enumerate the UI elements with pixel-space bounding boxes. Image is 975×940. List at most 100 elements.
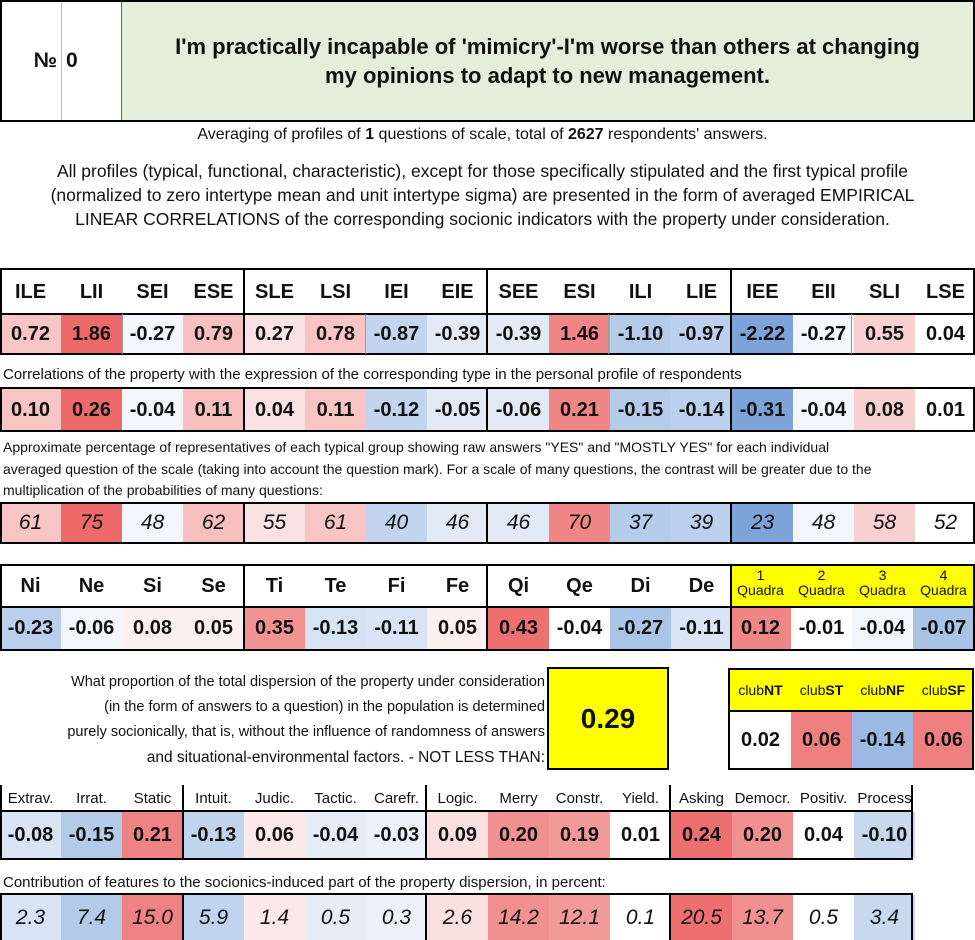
divider	[730, 387, 732, 431]
type-percent-value: 58	[854, 503, 915, 543]
trait-value: -0.08	[0, 812, 61, 859]
type-corr-value: -0.12	[366, 389, 427, 431]
trait-value: 0.06	[244, 812, 305, 859]
divider	[0, 893, 2, 940]
divider	[486, 502, 488, 543]
club-prefix: club	[799, 682, 826, 698]
type-corr-value: 0.26	[61, 389, 122, 431]
divider	[425, 785, 427, 860]
type-label: SLE	[255, 280, 294, 303]
type-label: IEI	[384, 280, 409, 303]
type-label: EIE	[441, 280, 474, 303]
type-value: 1.46	[549, 314, 610, 354]
number-value: 0	[66, 49, 78, 72]
type-corr-value: 0.11	[183, 389, 244, 431]
trait-contribution-value: 20.5	[671, 895, 732, 940]
type-value: -0.27	[793, 314, 854, 354]
function-label: Ni	[20, 574, 41, 597]
type-label: ESI	[563, 280, 596, 303]
trait-label: Logic.	[437, 789, 478, 807]
club-value: 0.06	[913, 711, 974, 769]
trait-label: Positiv.	[799, 789, 848, 807]
summary-text: questions of scale, total of	[374, 126, 568, 143]
trait-label: Irrat.	[76, 789, 107, 807]
club-header: club NT	[730, 670, 791, 710]
trait-value: 0.20	[732, 812, 793, 859]
type-percent-value: 48	[793, 503, 854, 543]
function-value: 0.08	[122, 607, 183, 650]
type-value: 0.04	[915, 314, 975, 354]
trait-contribution-value: 3.4	[854, 895, 915, 940]
function-value: 0.05	[427, 607, 488, 650]
function-value: -0.11	[671, 607, 732, 650]
number-box: № 0	[2, 2, 122, 120]
type-label: SLI	[868, 280, 901, 303]
type-value: -0.97	[671, 314, 732, 354]
number-label: №	[2, 2, 62, 120]
divider	[182, 893, 184, 940]
type-percent-value: 48	[122, 503, 183, 543]
type-percent-value: 70	[549, 503, 610, 543]
quadra-header: 3 Quadra	[852, 565, 913, 607]
divider	[243, 387, 245, 431]
divider	[243, 502, 245, 543]
trait-value: 0.24	[671, 812, 732, 859]
club-suffix: ST	[825, 682, 844, 698]
type-value: 0.78	[305, 314, 366, 354]
trait-contribution-value: 7.4	[61, 895, 122, 940]
quadra-value: -0.07	[913, 607, 974, 650]
divider	[0, 387, 2, 431]
trait-label: Yield.	[622, 789, 659, 807]
type-value: 0.27	[244, 314, 305, 354]
function-label: De	[688, 574, 715, 597]
club-prefix: club	[860, 682, 886, 698]
type-label: ILE	[14, 280, 47, 303]
type-percent-value: 39	[671, 503, 732, 543]
pct-caption: Approximate percentage of representative…	[3, 437, 968, 502]
type-corr-value: 0.04	[244, 389, 305, 431]
function-label: Fe	[445, 574, 470, 597]
club-value: -0.14	[852, 711, 913, 769]
type-value: -2.22	[732, 314, 793, 354]
function-value: -0.13	[305, 607, 366, 650]
function-label: Fi	[387, 574, 406, 597]
club-suffix: NT	[764, 682, 783, 698]
function-value: 0.35	[244, 607, 305, 650]
type-label: IEE	[746, 280, 779, 303]
divider	[730, 268, 732, 354]
trait-contribution-value: 0.1	[610, 895, 671, 940]
function-label: Qi	[507, 574, 530, 597]
type-corr-value: 0.11	[305, 389, 366, 431]
club-header: club SF	[913, 670, 974, 710]
club-value: 0.06	[791, 711, 852, 769]
trait-value: -0.15	[61, 812, 122, 859]
divider	[729, 768, 973, 770]
function-value: -0.23	[0, 607, 61, 650]
type-corr-value: 0.10	[0, 389, 61, 431]
divider	[669, 893, 671, 940]
type-corr-value: -0.05	[427, 389, 488, 431]
trait-contribution-value: 0.3	[366, 895, 427, 940]
quadra-label: Quadra	[737, 582, 784, 598]
quadra-header: 4 Quadra	[913, 565, 974, 607]
quadra-number: 1	[756, 567, 765, 583]
type-percent-value: 62	[183, 503, 244, 543]
type-label: LIE	[685, 280, 718, 303]
divider	[122, 314, 123, 354]
divider	[911, 785, 913, 860]
description-line: LINEAR CORRELATIONS of the corresponding…	[75, 209, 890, 229]
divider	[0, 353, 975, 355]
dispersion-text: What proportion of the total dispersion …	[60, 670, 545, 770]
pct-caption-line: Approximate percentage of representative…	[3, 439, 830, 455]
divider	[0, 430, 975, 432]
trait-label: Merry	[499, 789, 538, 807]
divider	[730, 564, 732, 651]
divider	[972, 668, 974, 770]
trait-contribution-value: 2.3	[0, 895, 61, 940]
quadra-label: Quadra	[798, 582, 845, 598]
function-value: -0.04	[549, 607, 610, 650]
trait-value: 0.21	[122, 812, 183, 859]
summary-line: Averaging of profiles of 1 questions of …	[0, 126, 965, 148]
type-value: -0.39	[427, 314, 488, 354]
trait-value: 0.04	[793, 812, 854, 859]
